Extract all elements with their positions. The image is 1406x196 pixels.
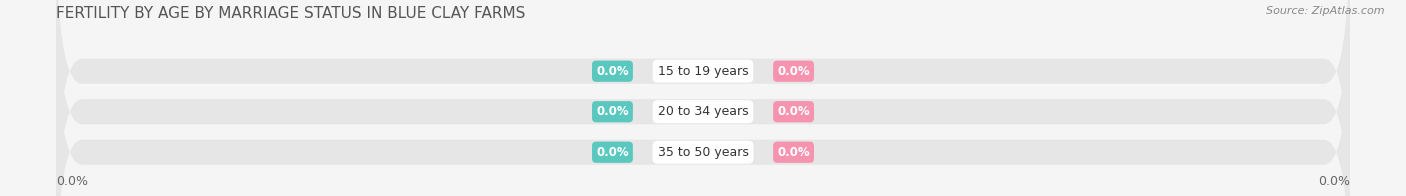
Text: 35 to 50 years: 35 to 50 years — [658, 146, 748, 159]
Text: 15 to 19 years: 15 to 19 years — [658, 65, 748, 78]
Text: 0.0%: 0.0% — [778, 65, 810, 78]
Text: 20 to 34 years: 20 to 34 years — [658, 105, 748, 118]
Text: 0.0%: 0.0% — [1317, 175, 1350, 188]
Text: 0.0%: 0.0% — [596, 146, 628, 159]
Text: 0.0%: 0.0% — [56, 175, 89, 188]
Text: Source: ZipAtlas.com: Source: ZipAtlas.com — [1267, 6, 1385, 16]
Text: 0.0%: 0.0% — [778, 146, 810, 159]
Text: 0.0%: 0.0% — [596, 105, 628, 118]
Text: 0.0%: 0.0% — [778, 105, 810, 118]
FancyBboxPatch shape — [56, 0, 1350, 196]
FancyBboxPatch shape — [56, 3, 1350, 196]
FancyBboxPatch shape — [56, 0, 1350, 196]
Text: FERTILITY BY AGE BY MARRIAGE STATUS IN BLUE CLAY FARMS: FERTILITY BY AGE BY MARRIAGE STATUS IN B… — [56, 6, 526, 21]
Text: 0.0%: 0.0% — [596, 65, 628, 78]
